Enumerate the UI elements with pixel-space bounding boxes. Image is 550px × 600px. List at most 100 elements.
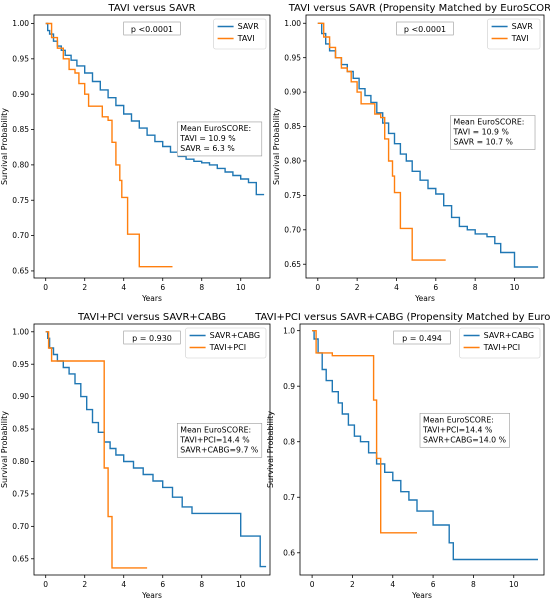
p-value: p = 0.930 [132, 334, 172, 343]
series-line-tavi-pci [45, 331, 148, 569]
x-tick-label: 6 [160, 283, 165, 292]
y-tick-label: 0.70 [12, 522, 29, 531]
y-tick-label: 0.95 [12, 54, 29, 63]
x-tick-label: 6 [160, 580, 165, 589]
y-tick-label: 0.70 [284, 225, 301, 234]
annotation-box [176, 423, 263, 458]
y-tick-label: 1.00 [284, 19, 301, 28]
chart-title: TAVI versus SAVR (Propensity Matched by … [288, 3, 550, 14]
x-tick-label: 0 [315, 283, 320, 292]
chart-4: TAVI+PCI versus SAVR+CABG (Propensity Ma… [254, 312, 550, 600]
series-line-savr-cabg [312, 330, 538, 561]
legend-label: SAVR [512, 22, 534, 31]
plot-frame [33, 14, 271, 279]
annotation-line: Mean EuroSCORE: [180, 124, 251, 133]
x-tick-label: 2 [355, 283, 360, 292]
y-tick-label: 0.75 [12, 490, 29, 499]
y-tick-label: 0.80 [284, 157, 301, 166]
legend-label: TAVI [511, 34, 529, 43]
annotation-box [450, 115, 536, 150]
x-tick-label: 8 [471, 580, 476, 589]
series-line-tavi [45, 22, 173, 268]
y-tick-label: 0.65 [284, 260, 301, 269]
y-tick-label: 0.95 [284, 53, 301, 62]
chart-title: TAVI+PCI versus SAVR+CABG (Propensity Ma… [254, 312, 550, 323]
y-tick-label: 0.90 [12, 392, 29, 401]
p-value-box [396, 21, 454, 36]
x-axis-label: Years [141, 591, 162, 600]
x-tick-label: 4 [390, 580, 395, 589]
plot-frame [305, 14, 545, 279]
plot-frame [299, 323, 545, 576]
annotation-line: TAVI+PCI=14.4 % [179, 435, 249, 444]
y-tick-label: 0.85 [12, 125, 29, 134]
annotation-box [419, 412, 510, 448]
p-value-box [393, 330, 451, 345]
annotation-line: SAVR = 10.7 % [454, 137, 513, 146]
y-tick-label: 0.8 [283, 437, 295, 446]
y-tick-label: 0.65 [12, 267, 29, 276]
x-tick-label: 10 [509, 580, 519, 589]
p-value-box [123, 21, 181, 36]
x-tick-label: 6 [433, 283, 438, 292]
legend-label: SAVR+CABG [210, 331, 261, 340]
x-tick-label: 0 [43, 580, 48, 589]
x-tick-label: 4 [121, 283, 126, 292]
annotation-line: SAVR+CABG=14.0 % [423, 435, 506, 444]
annotation-line: SAVR = 6.3 % [180, 144, 234, 153]
y-tick-label: 0.6 [283, 548, 295, 557]
annotation-box [176, 121, 263, 157]
chart-title: TAVI+PCI versus SAVR+CABG [77, 312, 226, 323]
y-axis-label: Survival Probability [0, 411, 9, 488]
y-tick-label: 0.90 [284, 88, 301, 97]
y-axis-label: Survival Probability [266, 411, 275, 488]
y-tick-label: 1.0 [283, 326, 295, 335]
x-axis-label: Years [411, 591, 432, 600]
x-tick-label: 8 [199, 283, 204, 292]
y-tick-label: 0.95 [12, 360, 29, 369]
annotation-line: Mean EuroSCORE: [454, 117, 525, 126]
chart-2: TAVI versus SAVR (Propensity Matched by … [272, 3, 550, 303]
p-value: p <0.0001 [131, 25, 173, 34]
annotation-line: Mean EuroSCORE: [423, 415, 494, 424]
x-axis-label: Years [414, 294, 435, 303]
annotation-line: TAVI+PCI=14.4 % [422, 425, 492, 434]
plot-frame [33, 323, 271, 576]
p-value: p = 0.494 [402, 334, 442, 343]
legend-box [459, 327, 541, 359]
x-tick-label: 6 [431, 580, 436, 589]
chart-3: TAVI+PCI versus SAVR+CABG 0 2 4 6 8 10 0.65 0.70… [0, 312, 271, 600]
annotation-line: TAVI = 10.9 % [179, 134, 235, 143]
series-line-tavi [317, 22, 446, 261]
legend-box [185, 327, 267, 359]
x-tick-label: 2 [82, 283, 87, 292]
y-tick-label: 0.80 [12, 160, 29, 169]
p-value-box [123, 330, 181, 345]
x-tick-label: 8 [199, 580, 204, 589]
annotation-line: TAVI = 10.9 % [453, 127, 509, 136]
legend-label: TAVI+PCI [483, 343, 521, 352]
y-tick-label: 1.00 [12, 327, 29, 336]
x-tick-label: 0 [310, 580, 315, 589]
y-tick-label: 1.00 [12, 19, 29, 28]
chart-title: TAVI versus SAVR [107, 3, 195, 14]
y-tick-label: 0.75 [284, 191, 301, 200]
p-value: p <0.0001 [404, 25, 446, 34]
x-tick-label: 4 [121, 580, 126, 589]
x-tick-label: 2 [350, 580, 355, 589]
y-tick-label: 0.75 [12, 196, 29, 205]
x-tick-label: 0 [43, 283, 48, 292]
legend-label: SAVR [238, 22, 260, 31]
chart-1: TAVI versus SAVR 0 2 4 6 8 10 0.65 0.70 0.75 0.80 0… [0, 3, 271, 303]
x-tick-label: 10 [236, 283, 246, 292]
legend-label: TAVI+PCI [209, 343, 247, 352]
y-tick-label: 0.9 [283, 382, 295, 391]
x-tick-label: 10 [510, 283, 520, 292]
y-axis-label: Survival Probability [272, 108, 281, 185]
series-line-tavi-pci [312, 330, 417, 534]
y-tick-label: 0.90 [12, 90, 29, 99]
y-tick-label: 0.65 [12, 554, 29, 563]
x-tick-label: 2 [82, 580, 87, 589]
legend-label: SAVR+CABG [484, 331, 535, 340]
